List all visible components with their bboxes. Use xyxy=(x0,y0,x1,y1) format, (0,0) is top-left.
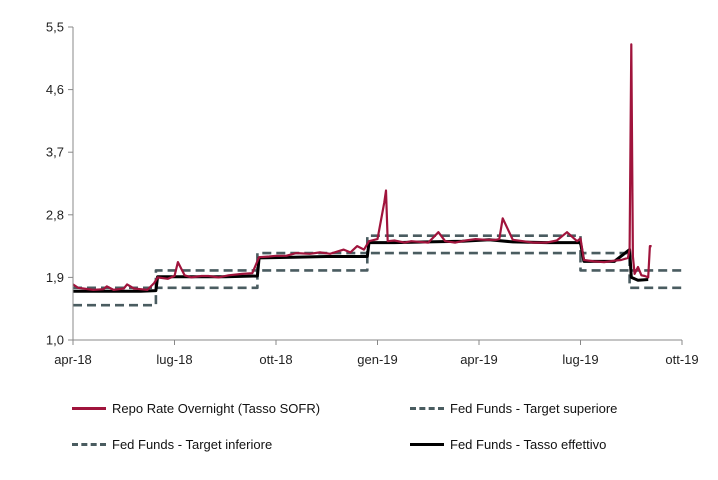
y-tick-labels: 1,0 1,9 2,8 3,7 4,6 5,5 xyxy=(46,20,73,348)
y-tick-label: 1,9 xyxy=(46,270,64,285)
x-tick-label: apr-19 xyxy=(460,352,498,367)
legend-label-lower: Fed Funds - Target inferiore xyxy=(112,437,273,452)
axes xyxy=(72,27,682,341)
y-tick-label: 3,7 xyxy=(46,145,64,160)
series-layer xyxy=(72,43,682,307)
legend-label-upper: Fed Funds - Target superiore xyxy=(450,401,618,416)
legend-item-repo: Repo Rate Overnight (Tasso SOFR) xyxy=(72,401,320,416)
legend-swatch-upper xyxy=(410,407,444,410)
x-tick-label: apr-18 xyxy=(54,352,92,367)
x-tick-label: gen-19 xyxy=(357,352,397,367)
legend-swatch-lower xyxy=(72,443,106,446)
legend-item-lower: Fed Funds - Target inferiore xyxy=(72,437,272,452)
legend-item-effective: Fed Funds - Tasso effettivo xyxy=(410,437,606,452)
y-tick-label: 5,5 xyxy=(46,20,64,35)
legend-label-effective: Fed Funds - Tasso effettivo xyxy=(450,437,607,452)
series-line-repo xyxy=(72,43,652,291)
x-tick-label: lug-18 xyxy=(156,352,192,367)
legend-swatch-repo xyxy=(72,407,106,410)
legend-label-repo: Repo Rate Overnight (Tasso SOFR) xyxy=(112,401,321,416)
y-tick-label: 1,0 xyxy=(46,333,64,348)
x-tick-label: ott-18 xyxy=(259,352,292,367)
x-tick-label: lug-19 xyxy=(562,352,598,367)
y-tick-label: 4,6 xyxy=(46,82,64,97)
x-tick-label: ott-19 xyxy=(665,352,698,367)
x-tick-labels: apr-18 lug-18 ott-18 gen-19 apr-19 lug-19 ott-… xyxy=(54,340,699,367)
series-line-lower xyxy=(73,251,682,307)
legend-item-upper: Fed Funds - Target superiore xyxy=(410,401,617,416)
y-tick-label: 2,8 xyxy=(46,207,64,222)
legend-swatch-effective xyxy=(410,443,444,446)
